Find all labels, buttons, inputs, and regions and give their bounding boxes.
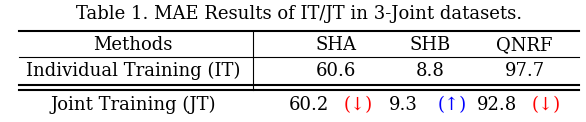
Text: Individual Training (IT): Individual Training (IT)	[26, 62, 240, 80]
Text: 97.7: 97.7	[505, 62, 544, 80]
Text: QNRF: QNRF	[496, 36, 553, 54]
Text: (↓): (↓)	[532, 96, 561, 114]
Text: Table 1. MAE Results of IT/JT in 3-Joint datasets.: Table 1. MAE Results of IT/JT in 3-Joint…	[76, 5, 522, 23]
Text: SHB: SHB	[410, 36, 451, 54]
Text: 8.8: 8.8	[416, 62, 445, 80]
Text: (↓): (↓)	[343, 96, 372, 114]
Text: (↑): (↑)	[438, 96, 466, 114]
Text: 60.2: 60.2	[288, 96, 329, 114]
Text: 92.8: 92.8	[477, 96, 517, 114]
Text: 9.3: 9.3	[389, 96, 417, 114]
Text: Methods: Methods	[94, 36, 173, 54]
Text: SHA: SHA	[315, 36, 356, 54]
Text: 60.6: 60.6	[316, 62, 356, 80]
Text: Joint Training (JT): Joint Training (JT)	[50, 96, 216, 114]
